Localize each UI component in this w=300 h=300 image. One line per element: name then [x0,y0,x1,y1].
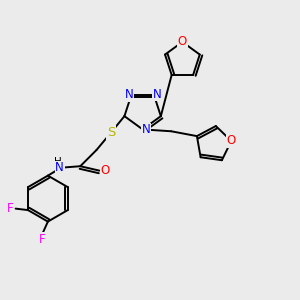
Text: H: H [54,158,61,167]
Text: F: F [39,233,46,246]
Text: F: F [7,202,14,215]
Text: O: O [101,164,110,177]
Text: N: N [152,88,161,101]
Text: N: N [142,124,151,136]
Text: O: O [227,134,236,147]
Text: N: N [55,161,64,174]
Text: S: S [107,126,116,139]
Text: O: O [178,35,187,48]
Text: N: N [125,88,134,101]
